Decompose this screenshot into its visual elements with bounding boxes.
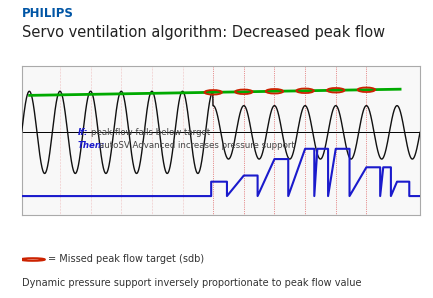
Text: Dynamic pressure support inversely proportionate to peak flow value: Dynamic pressure support inversely propo…	[22, 278, 361, 288]
Text: PHILIPS: PHILIPS	[22, 7, 74, 21]
Text: Then:: Then:	[78, 141, 105, 150]
Text: peak flow falls below target: peak flow falls below target	[91, 128, 210, 137]
Text: = Missed peak flow target (sdb): = Missed peak flow target (sdb)	[48, 254, 204, 265]
Text: autoSV Advanced increases pressure support: autoSV Advanced increases pressure suppo…	[99, 141, 295, 150]
Text: If:: If:	[78, 128, 88, 137]
Text: Servo ventilation algorithm: Decreased peak flow: Servo ventilation algorithm: Decreased p…	[22, 25, 385, 40]
